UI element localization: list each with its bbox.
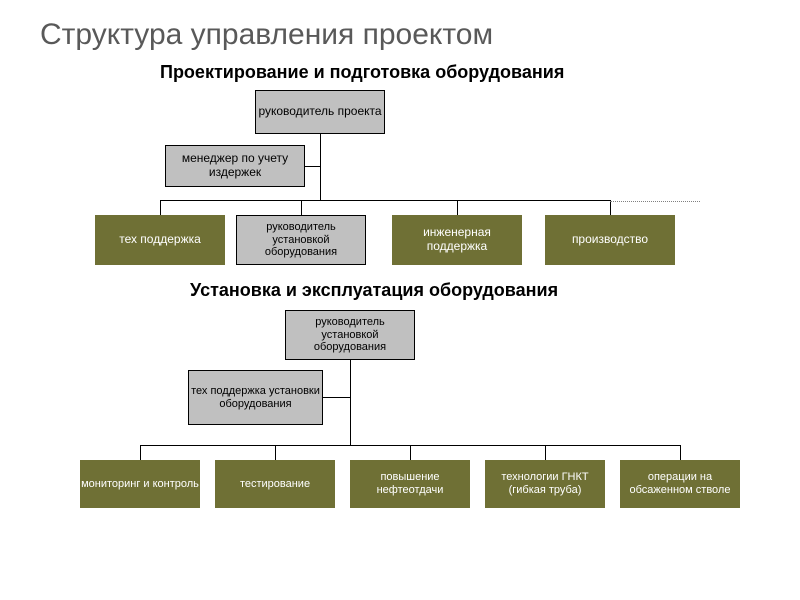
connector-line <box>350 360 351 445</box>
org2-side-node: тех поддержка установки оборудования <box>188 370 323 425</box>
connector-line <box>410 445 411 460</box>
slide-title: Структура управления проектом <box>40 18 493 52</box>
org2-row-node-3: технологии ГНКТ (гибкая труба) <box>485 460 605 508</box>
section-2-heading: Установка и эксплуатация оборудования <box>190 280 558 301</box>
org2-row-node-0: мониторинг и контроль <box>80 460 200 508</box>
connector-line <box>301 200 302 215</box>
connector-dotted <box>610 201 700 202</box>
connector-line <box>610 200 611 215</box>
connector-line <box>275 445 276 460</box>
org2-top-node: руководитель установкой оборудования <box>285 310 415 360</box>
connector-line <box>140 445 141 460</box>
connector-line <box>680 445 681 460</box>
org1-row-node-3: производство <box>545 215 675 265</box>
org1-row-node-0: тех поддержка <box>95 215 225 265</box>
connector-line <box>320 134 321 200</box>
org1-row-node-2: инженерная поддержка <box>392 215 522 265</box>
org1-row-node-1: руководитель установкой оборудования <box>236 215 366 265</box>
slide: { "title": { "text": "Структура управлен… <box>0 0 800 600</box>
org1-side-node: менеджер по учету издержек <box>165 145 305 187</box>
org2-row-node-2: повышение нефтеотдачи <box>350 460 470 508</box>
connector-line <box>160 200 610 201</box>
connector-line <box>160 200 161 215</box>
connector-line <box>457 200 458 215</box>
connector-line <box>305 166 320 167</box>
org1-top-node: руководитель проекта <box>255 90 385 134</box>
org2-row-node-4: операции на обсаженном стволе <box>620 460 740 508</box>
connector-line <box>545 445 546 460</box>
connector-line <box>323 397 350 398</box>
org2-row-node-1: тестирование <box>215 460 335 508</box>
section-1-heading: Проектирование и подготовка оборудования <box>160 62 564 83</box>
